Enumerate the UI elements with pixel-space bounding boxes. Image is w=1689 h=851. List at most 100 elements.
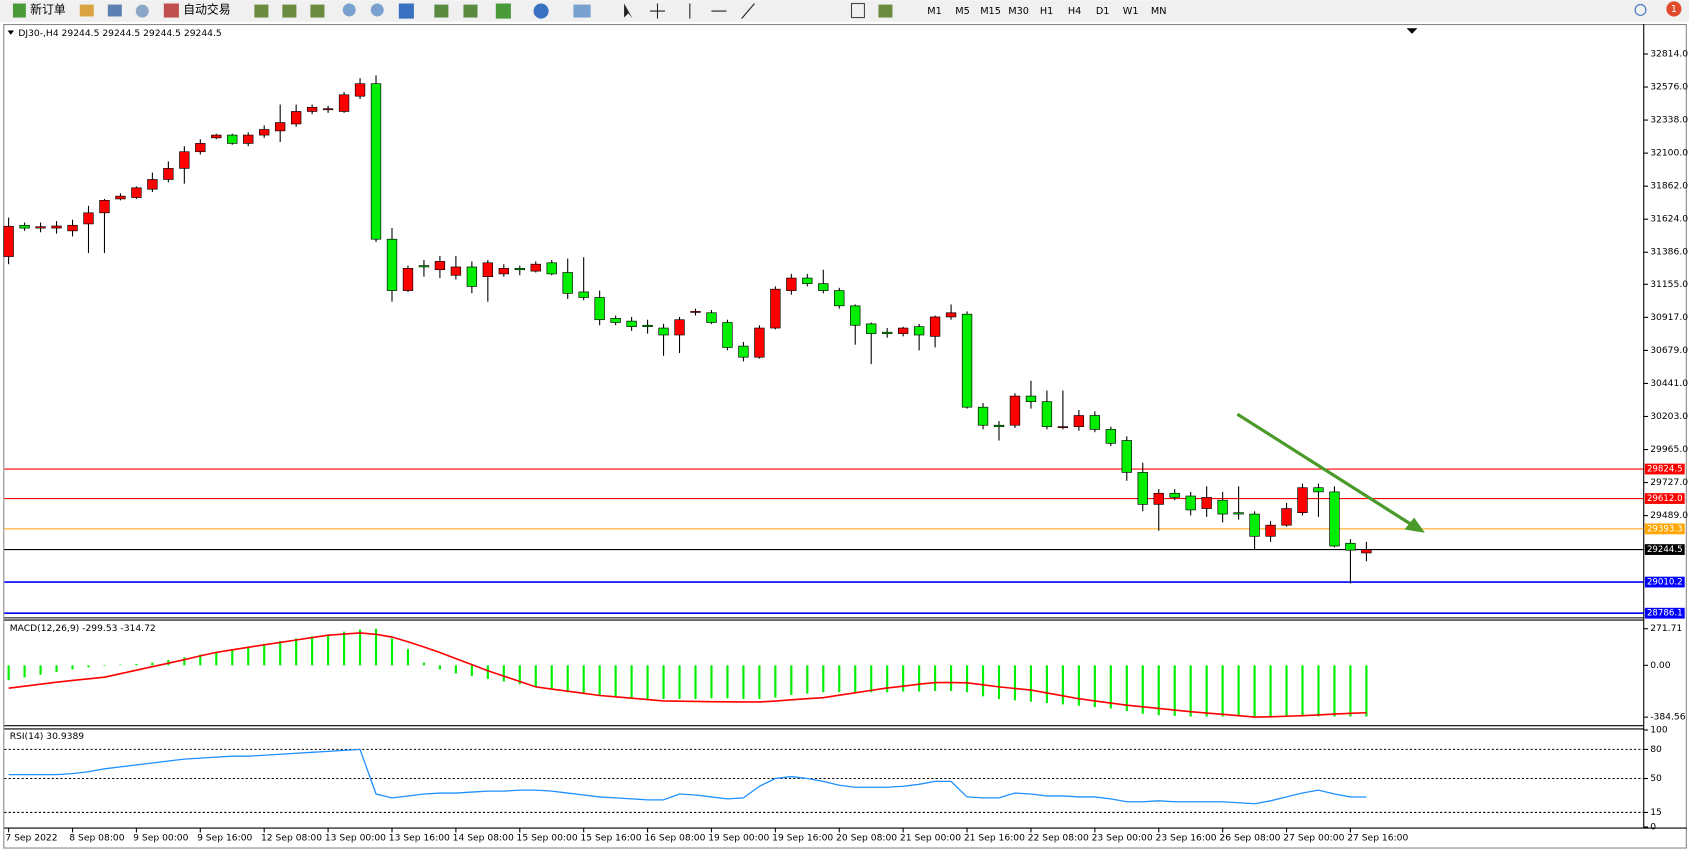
- y-tick-label: 31386.0: [1650, 247, 1688, 258]
- icon[interactable]: [79, 4, 94, 17]
- candle-body: [19, 224, 30, 229]
- x-tick-label: 23 Sep 16:00: [1156, 832, 1217, 843]
- candle-body: [482, 262, 494, 277]
- macd-bar: [854, 665, 857, 693]
- macd-bar: [534, 665, 537, 687]
- macd-bar: [646, 665, 649, 700]
- icon[interactable]: [495, 3, 511, 19]
- macd-bar: [918, 665, 921, 692]
- zoom-out[interactable]: [370, 3, 384, 17]
- macd-bar: [486, 665, 489, 679]
- x-tick-label: 14 Sep 08:00: [453, 832, 514, 843]
- candle-body: [770, 288, 781, 329]
- macd-bar: [39, 665, 42, 675]
- timeframe-button[interactable]: M15: [980, 6, 1001, 17]
- icon[interactable]: [135, 4, 149, 18]
- icon[interactable]: [282, 4, 297, 18]
- x-tick-label: 9 Sep 00:00: [133, 832, 188, 843]
- timeframe-button[interactable]: W1: [1123, 6, 1139, 17]
- candle-body: [818, 283, 829, 291]
- rsi-line: [8, 748, 1367, 805]
- level-label-box: [1644, 493, 1685, 504]
- x-tick-label: 9 Sep 16:00: [197, 832, 252, 843]
- candle-body: [195, 143, 206, 153]
- timeframe-button[interactable]: M1: [927, 6, 942, 17]
- y-tick-label: 29965.0: [1650, 444, 1688, 455]
- candle-body: [961, 313, 973, 408]
- macd-bar: [630, 665, 633, 698]
- icon[interactable]: [533, 3, 549, 19]
- line-tools[interactable]: [689, 3, 755, 19]
- search[interactable]: [1634, 4, 1647, 16]
- cursor-tool[interactable]: [624, 3, 633, 19]
- x-tick-label: 8 Sep 08:00: [69, 832, 124, 843]
- chart-title: DJ30-,H4 29244.5 29244.5 29244.5 29244.5: [18, 28, 222, 39]
- macd-bar: [902, 665, 905, 692]
- timeframe-button[interactable]: M30: [1008, 6, 1029, 17]
- candle-body: [1121, 440, 1132, 473]
- icon[interactable]: [850, 2, 865, 19]
- candle-body: [1105, 429, 1116, 444]
- candle-body: [1169, 492, 1180, 498]
- y-tick-label: 29489.0: [1650, 510, 1688, 521]
- macd-bar: [1093, 665, 1096, 708]
- icon[interactable]: [310, 4, 325, 18]
- macd-bar: [1221, 665, 1224, 717]
- candle-body: [530, 263, 541, 272]
- zoom-in[interactable]: [342, 3, 356, 17]
- macd-bar: [327, 634, 330, 666]
- candle-body: [1345, 542, 1356, 551]
- chart-shift-marker: [1406, 28, 1418, 34]
- icon[interactable]: [463, 4, 478, 18]
- new-order-icon[interactable]: [12, 3, 26, 18]
- candle-body: [738, 345, 749, 358]
- macd-bar: [1205, 665, 1208, 717]
- candle-body: [1137, 472, 1148, 505]
- new-order[interactable]: 新订单: [30, 2, 66, 16]
- timeframe-button[interactable]: H4: [1068, 6, 1081, 17]
- candle-body: [722, 322, 733, 348]
- icon[interactable]: [107, 4, 122, 17]
- plot: 32814.0 32576.0 32338.0 32100.0 31862.0 31624…: [3, 48, 1688, 843]
- macd-signal: [8, 632, 1367, 718]
- level-label: 29393.3: [1647, 524, 1683, 534]
- timeframe-button[interactable]: D1: [1096, 6, 1110, 17]
- timeframe-button[interactable]: M5: [955, 6, 970, 17]
- macd-bar: [183, 657, 186, 666]
- macd-bar: [231, 649, 234, 666]
- candle-body: [1057, 426, 1069, 429]
- icon[interactable]: [573, 4, 591, 18]
- icon[interactable]: [254, 4, 269, 18]
- candle-body: [386, 238, 398, 291]
- y-tick-label: 80: [1650, 744, 1662, 755]
- macd-bar: [1061, 665, 1064, 705]
- candle-body: [51, 225, 62, 229]
- macd-bar: [342, 631, 346, 666]
- candle-body: [1185, 495, 1196, 511]
- notification-count: 1: [1671, 4, 1677, 15]
- candle-body: [754, 327, 765, 358]
- timeframe-button[interactable]: MN: [1151, 6, 1167, 17]
- macd-bar: [71, 665, 74, 670]
- macd-bar: [406, 649, 410, 666]
- notification-badge[interactable]: [1666, 1, 1682, 17]
- candle-body: [850, 305, 861, 326]
- candle-body: [338, 94, 350, 112]
- icon[interactable]: [434, 4, 449, 18]
- icon[interactable]: [398, 3, 414, 19]
- y-tick-label: 0.00: [1650, 660, 1671, 671]
- y-tick-label: 271.71: [1650, 623, 1682, 634]
- macd-bar: [1365, 665, 1368, 717]
- macd-bar: [822, 665, 825, 693]
- auto-trading[interactable]: 自动交易: [183, 2, 230, 16]
- auto-trading-icon[interactable]: [163, 3, 179, 18]
- candle-body: [99, 199, 110, 214]
- candle-body: [578, 291, 589, 298]
- x-tick-label: 13 Sep 00:00: [325, 832, 386, 843]
- timeframe-button[interactable]: H1: [1040, 6, 1053, 17]
- icon[interactable]: [878, 4, 893, 18]
- macd-bar: [806, 665, 809, 694]
- crosshair-tool[interactable]: [649, 3, 666, 19]
- candle-body: [418, 265, 430, 268]
- candle-body: [1025, 395, 1037, 402]
